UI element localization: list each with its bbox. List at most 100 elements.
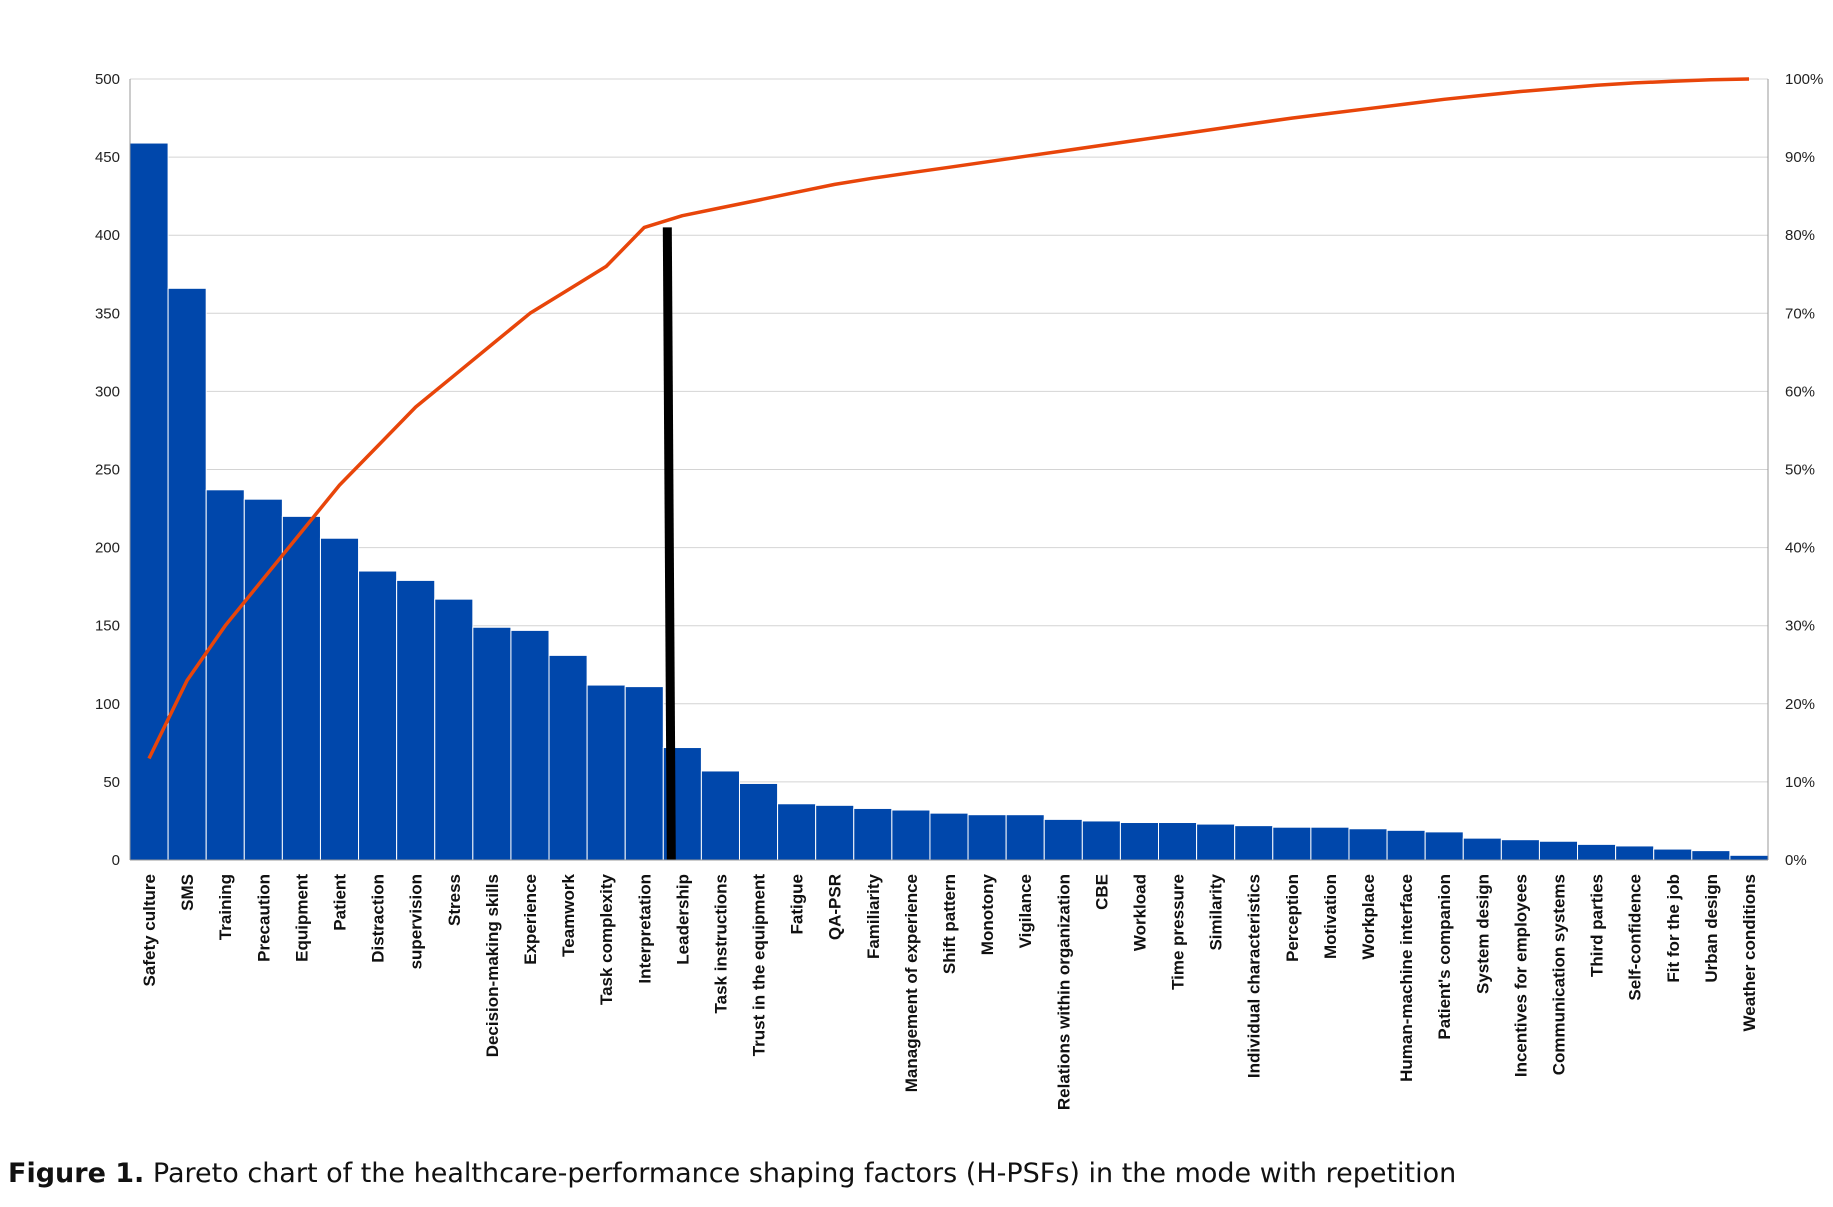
bar <box>1348 828 1388 861</box>
y2-tick-label: 30% <box>1785 618 1815 635</box>
category-label: Incentives for employees <box>1511 874 1530 1077</box>
category-label: Communication systems <box>1549 874 1568 1075</box>
category-label: Equipment <box>292 874 311 962</box>
y2-tick-label: 90% <box>1785 149 1815 166</box>
category-label: Shift pattern <box>940 874 959 974</box>
category-label: Urban design <box>1702 874 1721 983</box>
bar <box>967 814 1007 861</box>
cumulative-series <box>147 77 1750 760</box>
bar <box>472 626 512 861</box>
bar <box>358 570 398 861</box>
category-label: Self-confidence <box>1626 874 1645 1001</box>
bar <box>1196 823 1236 861</box>
cumulative-line <box>147 77 1750 760</box>
category-label: Fit for the job <box>1664 874 1683 983</box>
caption-label: Figure 1. <box>8 1158 145 1189</box>
bar <box>1691 850 1731 861</box>
category-label: Training <box>216 874 235 940</box>
category-label: Perception <box>1283 874 1302 962</box>
category-label: Safety culture <box>140 874 159 986</box>
bar <box>1615 845 1655 861</box>
category-label: supervision <box>407 874 426 969</box>
category-label: Motivation <box>1321 874 1340 959</box>
category-label: Workload <box>1130 874 1149 951</box>
bar <box>891 809 931 861</box>
y2-tick-label: 50% <box>1785 462 1815 479</box>
bar <box>434 598 474 861</box>
bar <box>1043 818 1083 861</box>
y2-tick-label: 60% <box>1785 383 1815 400</box>
bar <box>281 515 321 861</box>
bar <box>167 287 207 861</box>
category-label: CBE <box>1092 874 1111 910</box>
category-label: Individual characteristics <box>1245 874 1264 1078</box>
bar <box>1424 831 1464 861</box>
bar <box>1538 840 1579 861</box>
category-label: Workplace <box>1359 874 1378 960</box>
y2-tick-label: 10% <box>1785 774 1815 791</box>
category-label: Time pressure <box>1169 874 1188 990</box>
category-label: Interpretation <box>635 874 654 984</box>
category-label: Vigilance <box>1016 874 1035 948</box>
bar <box>1653 848 1693 861</box>
chart-canvas: 0 50 100 150 200 250 300 350 400 450 500 0% 10% 20% 30… <box>95 71 1823 1110</box>
category-label: Patient <box>331 874 350 931</box>
bar-series <box>129 142 1769 861</box>
category-label: Teamwork <box>559 873 578 956</box>
bar <box>548 654 588 861</box>
bar <box>1500 839 1540 861</box>
category-label: Similarity <box>1207 873 1226 950</box>
bar <box>777 803 817 861</box>
category-label: Stress <box>445 874 464 926</box>
category-label: Monotony <box>978 873 997 955</box>
y-tick-label: 0 <box>112 852 120 869</box>
bar <box>815 804 855 861</box>
category-label: Trust in the equipment <box>750 874 769 1057</box>
category-label: SMS <box>178 874 197 911</box>
category-label: Relations within organization <box>1054 874 1073 1110</box>
bar <box>1729 854 1769 861</box>
bar <box>1310 826 1350 861</box>
cutoff-line <box>662 227 676 861</box>
y-tick-label: 250 <box>95 462 120 479</box>
category-label: Weather conditions <box>1740 874 1759 1031</box>
category-label: Task complexity <box>597 873 616 1005</box>
bar <box>738 782 779 861</box>
category-label: System design <box>1473 874 1492 994</box>
bar <box>243 498 283 861</box>
y-tick-label: 400 <box>95 227 120 244</box>
category-label: Human-machine interface <box>1397 874 1416 1082</box>
y-tick-label: 500 <box>95 71 120 88</box>
y-tick-label: 100 <box>95 696 120 713</box>
category-label: Third parties <box>1588 874 1607 977</box>
y2-tick-label: 40% <box>1785 540 1815 557</box>
bar <box>510 629 550 861</box>
caption-text: Pareto chart of the healthcare-performan… <box>152 1158 1457 1189</box>
bar <box>1158 822 1198 861</box>
y2-tick-label: 100% <box>1785 71 1823 88</box>
category-label: Decision-making skills <box>483 874 502 1057</box>
figure-caption: Figure 1. Pareto chart of the healthcare… <box>8 1158 1456 1189</box>
pareto-chart: 0 50 100 150 200 250 300 350 400 450 500 0% 10% 20% 30… <box>95 71 1823 1110</box>
category-label: QA-PSR <box>826 874 845 940</box>
bar <box>1081 820 1121 861</box>
category-label: Patient's companion <box>1435 874 1454 1040</box>
bar <box>1386 829 1426 861</box>
category-label: Precaution <box>254 874 273 962</box>
y2-tick-label: 20% <box>1785 696 1815 713</box>
bar <box>624 686 664 861</box>
bar <box>205 489 245 861</box>
bar <box>586 684 626 861</box>
bar <box>319 537 360 861</box>
y-tick-label: 350 <box>95 305 120 322</box>
y-tick-label: 450 <box>95 149 120 166</box>
y2-tick-label: 80% <box>1785 227 1815 244</box>
bar <box>396 579 436 861</box>
bar <box>929 812 969 861</box>
pareto-cutoff <box>662 227 676 861</box>
bar <box>1577 843 1617 861</box>
category-label: Distraction <box>369 874 388 963</box>
bar <box>1462 837 1502 861</box>
axes: 0 50 100 150 200 250 300 350 400 450 500 0% 10% 20% 30… <box>95 71 1823 869</box>
bar <box>1005 814 1045 861</box>
